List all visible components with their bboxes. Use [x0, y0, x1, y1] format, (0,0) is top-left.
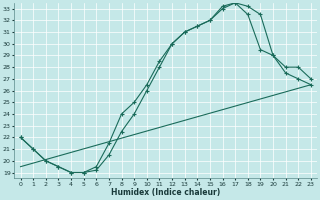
X-axis label: Humidex (Indice chaleur): Humidex (Indice chaleur) — [111, 188, 220, 197]
